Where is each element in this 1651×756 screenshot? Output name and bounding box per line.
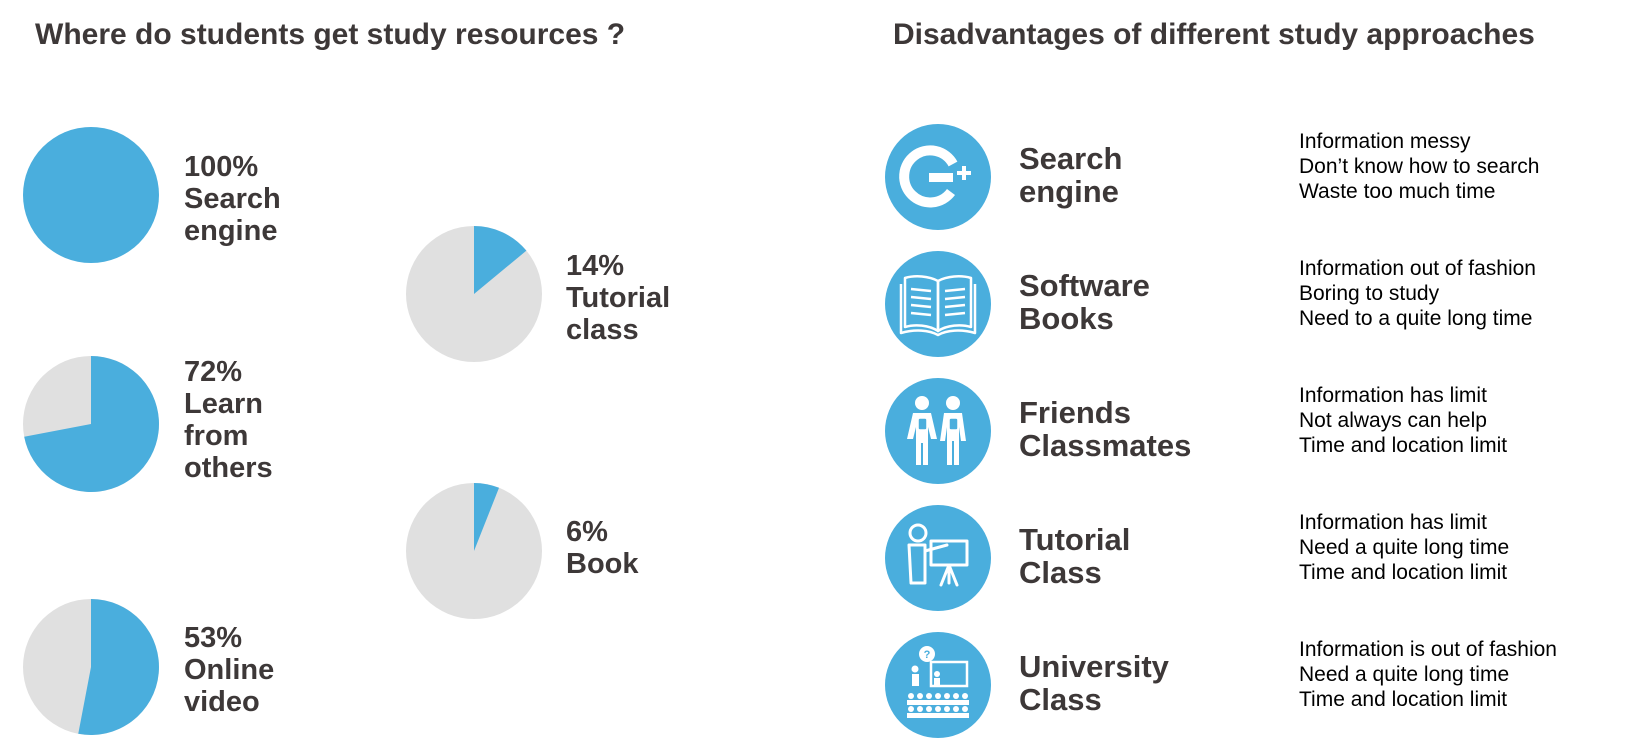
approach-name: Tutorial Class <box>1019 523 1130 589</box>
pie-slice-value <box>24 356 159 492</box>
disadvantage-item: Information is out of fashion <box>1299 638 1557 661</box>
approach-row: Software Books Information out of fashion B… <box>885 251 1635 361</box>
pie-category-label: others <box>184 452 273 484</box>
approach-name-line: engine <box>1019 174 1119 209</box>
pie-percent-label: 53% <box>184 622 243 654</box>
approach-name: Search engine <box>1019 142 1122 208</box>
approach-name-line: Tutorial <box>1019 522 1131 557</box>
disadvantage-item: Time and location limit <box>1299 688 1508 711</box>
pie-label: 14% Tutorial class <box>566 250 670 346</box>
teacher-board-icon <box>885 505 991 611</box>
pie-label: 72% Learn from others <box>184 356 273 484</box>
approach-row: Friends Classmates Information has limit No… <box>885 378 1635 488</box>
approach-name: University Class <box>1019 650 1169 716</box>
pie-category-label: Learn <box>184 388 263 420</box>
disadvantage-item: Need a quite long time <box>1299 663 1510 686</box>
pie-slice-value <box>474 483 500 551</box>
approach-name-line: Books <box>1019 301 1114 336</box>
approach-name-line: Class <box>1019 682 1102 717</box>
approach-row: Tutorial Class Information has limit Need a… <box>885 505 1635 615</box>
pie-category-label: Book <box>566 548 639 580</box>
pie-category-label: from <box>184 420 249 452</box>
pie-chart <box>405 482 543 620</box>
google-plus-icon <box>885 124 991 230</box>
disadvantage-item: Information out of fashion <box>1299 257 1536 280</box>
lecture-hall-icon: ? <box>885 632 991 738</box>
approach-name-line: University <box>1019 649 1169 684</box>
pie-chart <box>22 355 160 493</box>
pie-category-label: Tutorial <box>566 282 671 314</box>
disadvantage-item: Need to a quite long time <box>1299 307 1533 330</box>
pie-percent-label: 72% <box>184 356 243 388</box>
pie-label: 53% Online video <box>184 622 274 718</box>
pie-slice-value <box>78 599 159 735</box>
approach-name-line: Classmates <box>1019 428 1192 463</box>
approach-name-line: Friends <box>1019 395 1131 430</box>
pie-chart <box>22 598 160 736</box>
pie-chart <box>22 126 160 264</box>
disadvantage-item: Boring to study <box>1299 282 1440 305</box>
disadvantages-list: Information out of fashion Boring to stud… <box>1299 256 1536 331</box>
pie-section-title: Where do students get study resources ? <box>35 18 626 51</box>
pie-slice-value <box>474 226 527 294</box>
pie-category-label: class <box>566 314 639 346</box>
approach-name-line: Class <box>1019 555 1102 590</box>
pie-label: 100% Search engine <box>184 151 281 247</box>
approach-row: Search engine Information messy Don’t know … <box>885 124 1635 234</box>
pie-label: 6% Book <box>566 516 639 580</box>
approach-name: Software Books <box>1019 269 1150 335</box>
svg-text:?: ? <box>924 649 931 661</box>
pie-category-label: Online <box>184 654 275 686</box>
disadvantages-section-title: Disadvantages of different study approac… <box>893 18 1535 51</box>
pie-category-label: video <box>184 686 260 718</box>
pie-chart <box>405 225 543 363</box>
open-book-icon <box>885 251 991 357</box>
pie-percent-label: 6% <box>566 516 608 548</box>
pie-slice-value <box>23 127 159 263</box>
students-icon <box>885 378 991 484</box>
disadvantage-item: Don’t know how to search <box>1299 155 1540 178</box>
approach-row: ? University Class Information is out of f… <box>885 632 1635 742</box>
disadvantage-item: Not always can help <box>1299 409 1487 432</box>
disadvantage-item: Time and location limit <box>1299 434 1508 457</box>
pie-category-label: engine <box>184 215 278 247</box>
disadvantage-item: Need a quite long time <box>1299 536 1510 559</box>
disadvantage-item: Information has limit <box>1299 384 1487 407</box>
disadvantage-item: Waste too much time <box>1299 180 1496 203</box>
pie-category-label: Search <box>184 183 281 215</box>
disadvantages-list: Information has limit Not always can help… <box>1299 383 1507 458</box>
approach-name-line: Software <box>1019 268 1150 303</box>
disadvantages-list: Information messy Don’t know how to searc… <box>1299 129 1539 204</box>
disadvantages-list: Information is out of fashion Need a quit… <box>1299 637 1557 712</box>
pie-percent-label: 14% <box>566 250 625 282</box>
pie-percent-label: 100% <box>184 151 259 183</box>
approach-name-line: Search <box>1019 141 1123 176</box>
disadvantage-item: Time and location limit <box>1299 561 1508 584</box>
disadvantage-item: Information messy <box>1299 130 1471 153</box>
approach-name: Friends Classmates <box>1019 396 1191 462</box>
disadvantage-item: Information has limit <box>1299 511 1487 534</box>
disadvantages-list: Information has limit Need a quite long t… <box>1299 510 1509 585</box>
